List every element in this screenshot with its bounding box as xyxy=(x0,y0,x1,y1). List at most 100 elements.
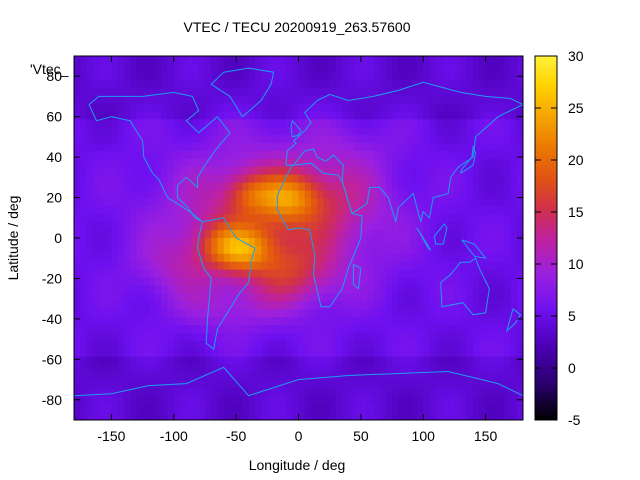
heatmap-cell xyxy=(479,269,487,279)
heatmap-cell xyxy=(479,348,487,358)
heatmap-cell xyxy=(80,198,88,207)
heatmap-cell xyxy=(441,269,449,279)
heatmap-cell xyxy=(261,348,268,358)
heatmap-cell xyxy=(167,214,175,223)
heatmap-cell xyxy=(310,182,318,192)
heatmap-cell xyxy=(441,143,449,152)
heatmap-cell xyxy=(454,372,462,382)
heatmap-cell xyxy=(286,87,293,97)
heatmap-cell xyxy=(416,222,424,231)
heatmap-cell xyxy=(491,396,499,405)
heatmap-cell xyxy=(198,143,206,152)
heatmap-cell xyxy=(416,309,424,318)
heatmap-cell xyxy=(360,182,368,192)
heatmap-cell xyxy=(398,71,406,81)
heatmap-cell xyxy=(398,238,406,247)
heatmap-cell xyxy=(479,404,487,413)
heatmap-cell xyxy=(310,63,318,73)
heatmap-cell xyxy=(180,277,187,287)
heatmap-cell xyxy=(74,87,81,97)
heatmap-cell xyxy=(123,190,131,200)
heatmap-cell xyxy=(385,95,393,105)
heatmap-cell xyxy=(441,412,449,420)
heatmap-cell xyxy=(130,356,137,366)
x-tick-label: -50 xyxy=(226,428,246,444)
heatmap-cell xyxy=(248,396,256,405)
heatmap-cell xyxy=(392,396,399,405)
heatmap-cell xyxy=(248,293,256,302)
heatmap-cell xyxy=(435,150,443,160)
heatmap-cell xyxy=(86,214,94,223)
heatmap-cell xyxy=(516,245,523,255)
heatmap-cell xyxy=(441,198,449,207)
heatmap-cell xyxy=(267,277,275,287)
heatmap-cell xyxy=(80,285,88,294)
heatmap-cell xyxy=(516,166,523,176)
heatmap-cell xyxy=(155,372,162,382)
heatmap-cell xyxy=(404,372,412,382)
heatmap-cell xyxy=(473,396,480,405)
heatmap-cell xyxy=(92,238,100,247)
heatmap-cell xyxy=(485,317,493,326)
heatmap-cell xyxy=(516,253,523,263)
heatmap-cell xyxy=(498,404,505,413)
heatmap-cell xyxy=(460,143,468,152)
heatmap-cell xyxy=(161,364,169,374)
heatmap-cell xyxy=(317,119,325,128)
heatmap-cell xyxy=(286,119,293,128)
heatmap-cell xyxy=(385,206,393,215)
heatmap-cell xyxy=(155,198,162,207)
heatmap-cell xyxy=(279,388,287,397)
y-tick-label: 0 xyxy=(54,230,62,246)
heatmap-cell xyxy=(105,150,113,160)
heatmap-cell xyxy=(360,166,368,176)
heatmap-cell xyxy=(217,396,225,405)
heatmap-cell xyxy=(148,71,156,81)
heatmap-cell xyxy=(136,238,144,247)
heatmap-cell xyxy=(198,325,206,334)
heatmap-cell xyxy=(192,372,200,382)
heatmap-cell xyxy=(98,412,106,420)
heatmap-cell xyxy=(404,71,412,81)
heatmap-cell xyxy=(423,119,431,128)
heatmap-cell xyxy=(310,412,318,420)
heatmap-cell xyxy=(479,380,487,389)
heatmap-cell xyxy=(273,364,281,374)
heatmap-cell xyxy=(335,340,343,350)
heatmap-cell xyxy=(379,245,387,255)
heatmap-cell xyxy=(198,206,206,215)
heatmap-cell xyxy=(229,174,237,184)
heatmap-cell xyxy=(130,63,137,73)
heatmap-cell xyxy=(92,372,100,382)
heatmap-cell xyxy=(236,261,243,271)
heatmap-cell xyxy=(448,103,456,112)
heatmap-cell xyxy=(167,238,175,247)
heatmap-cell xyxy=(111,238,119,247)
heatmap-cell xyxy=(267,269,275,279)
heatmap-cell xyxy=(161,404,169,413)
heatmap-cell xyxy=(142,206,150,215)
heatmap-cell xyxy=(317,261,325,271)
heatmap-cell xyxy=(485,309,493,318)
heatmap-cell xyxy=(142,348,150,358)
heatmap-cell xyxy=(423,356,431,366)
heatmap-cell xyxy=(410,150,418,160)
heatmap-cell xyxy=(454,127,462,136)
heatmap-cell xyxy=(286,182,293,192)
heatmap-cell xyxy=(186,135,194,144)
heatmap-cell xyxy=(516,143,523,152)
heatmap-cell xyxy=(491,135,499,144)
heatmap-cell xyxy=(416,150,424,160)
heatmap-cell xyxy=(136,103,144,112)
heatmap-cell xyxy=(273,158,281,168)
heatmap-cell xyxy=(379,309,387,318)
heatmap-cell xyxy=(279,87,287,97)
heatmap-cell xyxy=(460,404,468,413)
heatmap-cell xyxy=(479,332,487,342)
heatmap-cell xyxy=(92,214,100,223)
heatmap-cell xyxy=(410,119,418,128)
heatmap-cell xyxy=(466,103,474,112)
heatmap-cell xyxy=(441,388,449,397)
heatmap-cell xyxy=(211,230,219,239)
heatmap-cell xyxy=(80,143,88,152)
